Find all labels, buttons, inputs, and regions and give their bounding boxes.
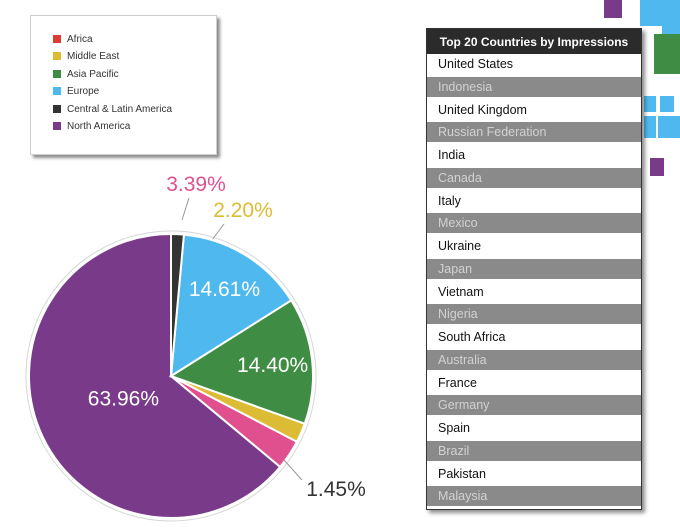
table-row: Indonesia: [427, 76, 641, 97]
table-row: Mexico: [427, 213, 641, 234]
legend-label: Asia Pacific: [67, 68, 119, 80]
legend-swatch: [53, 52, 61, 60]
legend-label: Central & Latin America: [67, 103, 173, 115]
legend-swatch: [53, 35, 61, 43]
label-leader-line: [181, 197, 190, 221]
table-row: Canada: [427, 167, 641, 188]
legend-item-middle-east: Middle East: [53, 49, 119, 63]
slice-label: 14.40%: [237, 354, 308, 377]
legend-item-north-america: North America: [53, 119, 130, 133]
slice-label: 2.20%: [213, 199, 273, 222]
legend-label: Africa: [67, 33, 93, 45]
pie-slice-central-latin-america: [170, 232, 186, 377]
table-row: Russian Federation: [427, 122, 641, 143]
table-row: Nigeria: [427, 304, 641, 325]
legend-label: Europe: [67, 85, 100, 97]
legend-swatch: [53, 105, 61, 113]
legend-item-central-latin-america: Central & Latin America: [53, 102, 172, 116]
table-row: Brazil: [427, 440, 641, 461]
legend-item-africa: Africa: [53, 32, 93, 46]
legend-label: North America: [67, 120, 131, 132]
table-title: Top 20 Countries by Impressions: [427, 29, 641, 54]
table-row: Ukraine: [427, 236, 641, 256]
legend-label: Middle East: [67, 50, 120, 62]
legend-item-europe: Europe: [53, 84, 99, 98]
legend-swatch: [53, 70, 61, 78]
table-row: Malaysia: [427, 486, 641, 507]
table-row: United States: [427, 54, 641, 74]
legend-item-asia-pacific: Asia Pacific: [53, 67, 119, 81]
table-row: South Africa: [427, 327, 641, 347]
slice-label: 63.96%: [88, 387, 159, 410]
chart-legend: Africa Middle East Asia Pacific Europe C…: [30, 15, 217, 155]
slice-label: 14.61%: [189, 278, 260, 301]
table-row: United Kingdom: [427, 99, 641, 120]
table-row: Germany: [427, 395, 641, 416]
table-row: India: [427, 145, 641, 165]
table-row: Italy: [427, 190, 641, 211]
table-row: France: [427, 372, 641, 393]
pie-slice-north-america: [28, 232, 282, 519]
table-row: Pakistan: [427, 463, 641, 484]
table-row: Australia: [427, 349, 641, 370]
slice-label: 3.39%: [166, 173, 226, 196]
pie-chart: 63.96% 3.39% 2.20% 14.40% 14.61% 1.45%: [25, 173, 366, 522]
countries-table: Top 20 Countries by Impressions United S…: [426, 28, 642, 510]
pie-slice-asia-pacific: [168, 298, 314, 426]
legend-swatch: [53, 87, 61, 95]
table-row: Japan: [427, 258, 641, 279]
label-leader-line: [211, 223, 225, 241]
legend-swatch: [53, 122, 61, 130]
label-leader-line: [283, 459, 303, 481]
pie-slice-europe: [169, 233, 293, 378]
slice-label: 1.45%: [306, 478, 366, 501]
table-row: Vietnam: [427, 281, 641, 302]
table-row: Spain: [427, 418, 641, 438]
